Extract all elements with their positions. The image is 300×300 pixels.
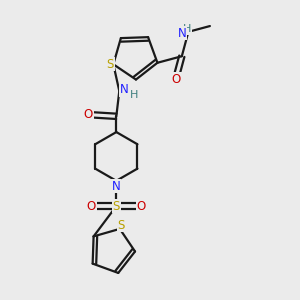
Text: S: S: [107, 58, 114, 71]
Text: S: S: [112, 200, 120, 213]
Text: O: O: [87, 200, 96, 213]
Text: N: N: [119, 83, 128, 96]
Text: H: H: [183, 24, 191, 34]
Text: S: S: [118, 219, 125, 232]
Text: O: O: [137, 200, 146, 213]
Text: N: N: [112, 180, 121, 193]
Text: O: O: [172, 73, 181, 86]
Text: N: N: [178, 27, 187, 40]
Text: H: H: [130, 90, 138, 100]
Text: O: O: [84, 108, 93, 121]
